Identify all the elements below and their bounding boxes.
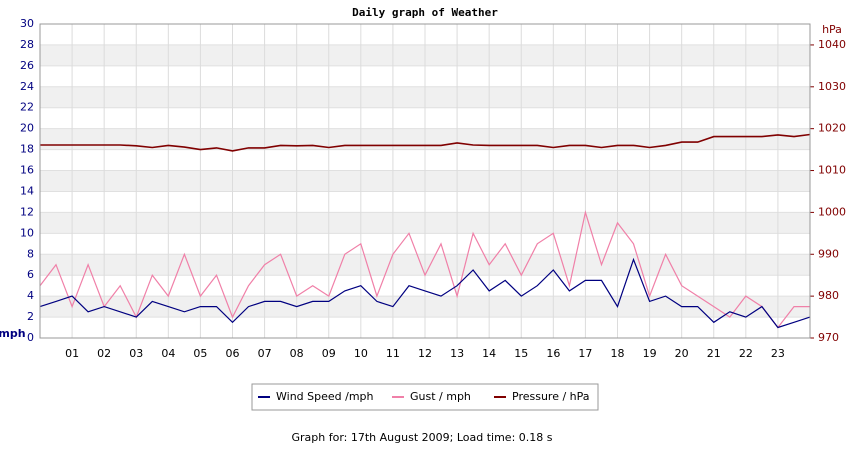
x-tick-label: 01 [65,347,79,360]
x-tick-label: 08 [290,347,304,360]
y-tick-label: 24 [20,80,34,93]
x-tick-label: 05 [193,347,207,360]
y-tick-label: 18 [20,143,34,156]
y-tick-label: 8 [27,247,34,260]
series-line [39,257,811,329]
x-tick-label: 09 [322,347,336,360]
y-tick-label: 30 [20,17,34,30]
legend: Wind Speed /mph Gust / mph Pressure / hPa [258,390,590,403]
x-tick-label: 23 [771,347,785,360]
x-tick-label: 02 [97,347,111,360]
y-tick-label: 28 [20,38,34,51]
x-tick-label: 14 [482,347,496,360]
series-line [40,133,811,152]
plot [39,133,811,329]
y2-tick-label: 1010 [818,164,846,177]
x-tick-label: 04 [161,347,175,360]
x-tick-label: 10 [354,347,368,360]
plot-frame [39,23,811,339]
y2-tick-label: 990 [818,247,839,260]
legend-label: Gust / mph [410,390,471,403]
y-tick-label: 14 [20,184,34,197]
y2-tick-label: 1020 [818,122,846,135]
x-tick-label: 19 [643,347,657,360]
x-tick-label: 11 [386,347,400,360]
y-tick-label: 22 [20,101,34,114]
y-tick-label: 10 [20,226,34,239]
y-tick-label: 12 [20,205,34,218]
x-tick-label: 22 [739,347,753,360]
x-tick-label: 17 [578,347,592,360]
chart-title: Daily graph of Weather [352,6,498,19]
y2-tick-label: 980 [818,289,839,302]
y-tick-label: 4 [27,289,34,302]
x-tick-label: 20 [675,347,689,360]
x-tick-label: 13 [450,347,464,360]
y-tick-label: 20 [20,122,34,135]
y2-tick-label: 1000 [818,205,846,218]
y2-tick-label: 1030 [818,80,846,93]
grid-bands [40,23,810,339]
x-tick-label: 03 [129,347,143,360]
x-tick-label: 16 [546,347,560,360]
x-tick-label: 18 [611,347,625,360]
x-tick-label: 15 [514,347,528,360]
y-tick-label: 6 [27,268,34,281]
x-tick-label: 06 [226,347,240,360]
x-tick-label: 07 [258,347,272,360]
y2-axis-label: hPa [822,23,842,36]
y2-tick-label: 970 [818,331,839,344]
y-axis-label: mph [0,327,26,340]
legend-box [251,383,599,411]
y-tick-label: 26 [20,59,34,72]
footer: Graph for: 17th August 2009; Load time: … [292,431,553,444]
x-tick-label: 21 [707,347,721,360]
y-tick-label: 2 [27,310,34,323]
series-line [39,210,810,329]
legend-label: Pressure / hPa [512,390,590,403]
x-tick-label: 12 [418,347,432,360]
y-tick-label: 0 [27,331,34,344]
y2-tick-label: 1040 [818,38,846,51]
legend-label: Wind Speed /mph [276,390,374,403]
y-tick-label: 16 [20,164,34,177]
